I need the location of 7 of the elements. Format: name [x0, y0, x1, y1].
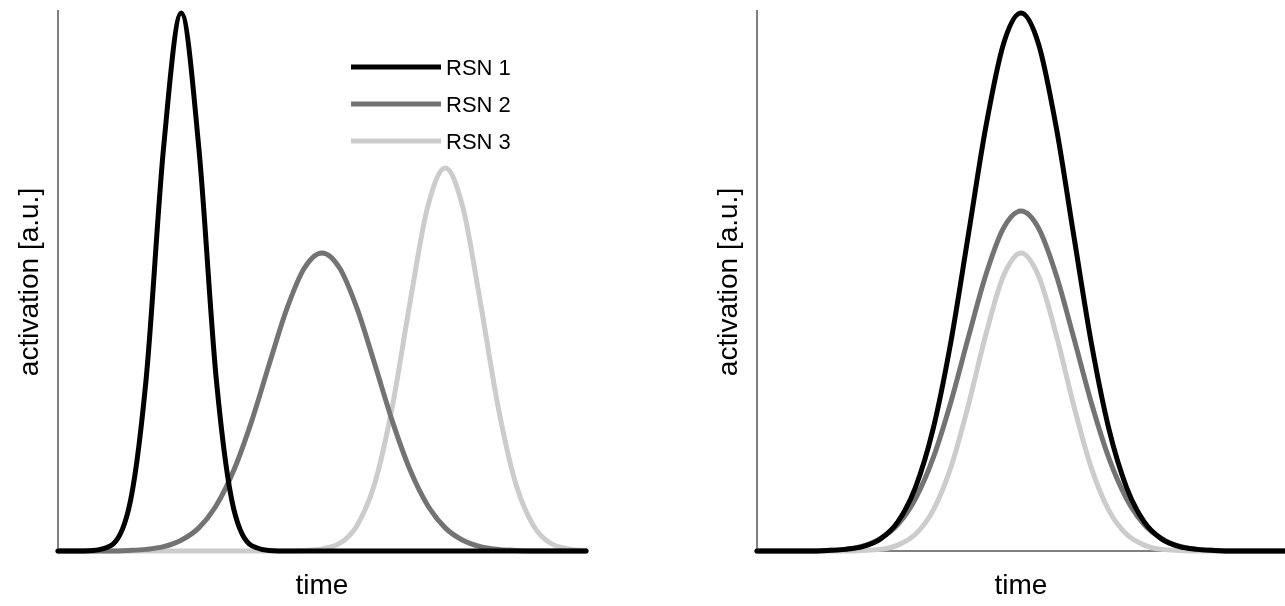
x-axis-title: time: [295, 569, 349, 600]
legend-label: RSN 2: [446, 92, 511, 117]
legend-label: RSN 1: [446, 55, 511, 80]
x-axis-title: time: [994, 569, 1048, 600]
y-axis-title: activation [a.u.]: [712, 187, 743, 377]
y-axis-title: activation [a.u.]: [13, 187, 44, 377]
legend-label: RSN 3: [446, 129, 511, 154]
